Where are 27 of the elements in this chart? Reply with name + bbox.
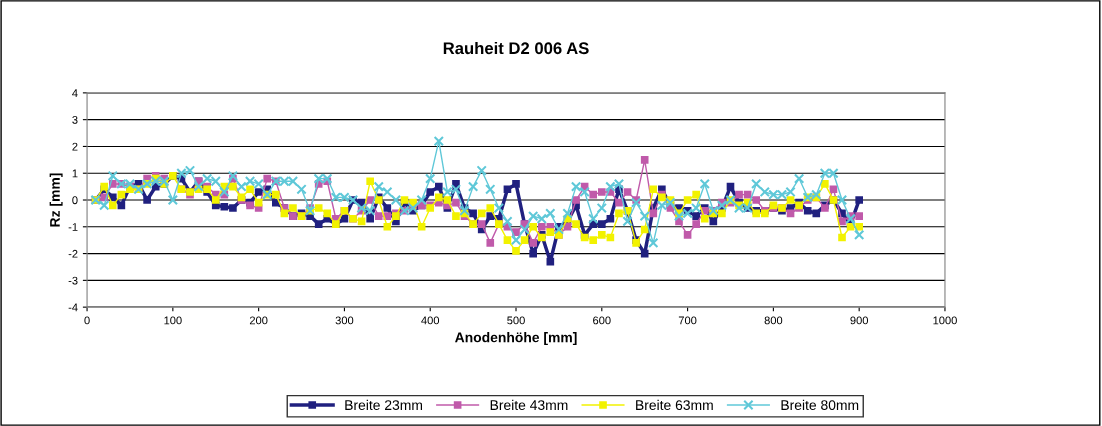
- x-tick-label: 100: [164, 316, 182, 325]
- x-axis-title: Anodenhöhe [mm]: [455, 332, 577, 346]
- legend-label: Breite 43mm: [490, 399, 568, 411]
- y-tick-label: 0: [72, 196, 78, 205]
- y-tick-label: -3: [68, 276, 78, 285]
- x-tick-label: 400: [421, 316, 440, 325]
- y-tick-label: -4: [68, 303, 78, 312]
- legend-label: Breite 80mm: [781, 399, 859, 411]
- y-tick-label: -2: [68, 249, 78, 258]
- y-tick-label: 2: [72, 142, 78, 151]
- y-tick-label: 1: [72, 169, 78, 178]
- y-tick-label: 4: [72, 89, 78, 97]
- x-tick-label: 700: [678, 316, 697, 325]
- legend-label: Breite 63mm: [636, 399, 713, 411]
- x-tick-label: 200: [249, 316, 268, 325]
- x-tick-label: 1000: [933, 316, 957, 325]
- x-tick-label: 800: [764, 316, 783, 325]
- x-tick-label: 300: [335, 316, 354, 325]
- y-tick-label: -1: [68, 223, 78, 231]
- y-axis-title: Rz [mm]: [49, 173, 63, 227]
- legend-label: Breite 23mm: [345, 399, 422, 411]
- x-tick-label: 600: [593, 316, 611, 325]
- x-tick-label: 900: [850, 316, 869, 325]
- x-tick-label: 0: [84, 316, 90, 325]
- x-tick-label: 500: [507, 316, 525, 325]
- y-tick-label: 3: [72, 115, 78, 124]
- chart-title: Rauheit D2 006 AS: [443, 41, 589, 55]
